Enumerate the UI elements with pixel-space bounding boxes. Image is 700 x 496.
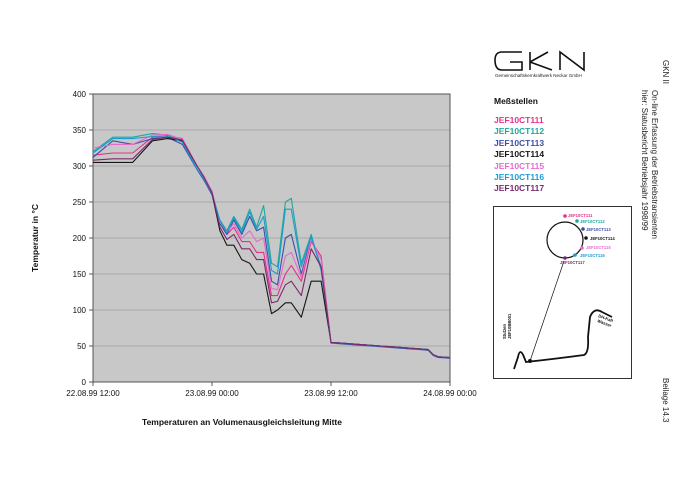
side-title-line2: On-line Erfassung der Betriebstransiente… — [650, 90, 659, 239]
schematic-sensor-label: JEF10CT114 — [590, 236, 615, 241]
schematic-sensor-label: JEF10CT115 — [586, 245, 611, 250]
y-axis-title: Temperatur in °C — [30, 204, 40, 272]
y-tick-label: 100 — [73, 306, 87, 315]
legend-title: Meßstellen — [494, 96, 538, 106]
schematic-sensor-dot — [584, 236, 588, 240]
schematic-sensor-dot — [573, 253, 577, 257]
schematic-sensor-dot — [563, 256, 567, 260]
x-tick-label: 23.08.99 00:00 — [185, 389, 239, 398]
legend-item-jef10ct112: JEF10CT112 — [494, 126, 545, 137]
schematic-sensor-label: JEF10CT117 — [560, 260, 585, 265]
schematic-sensor-dot — [563, 214, 567, 218]
schematic-sensor-label: JEF10CT113 — [586, 227, 611, 232]
side-title-gkn: GKN II — [661, 60, 670, 85]
x-tick-label: 24.08.99 00:00 — [423, 389, 477, 398]
y-tick-label: 300 — [73, 162, 87, 171]
y-tick-label: 150 — [73, 270, 87, 279]
schematic-label-nozzle: JEF10BB001 — [507, 313, 512, 339]
schematic-sensor-dot — [580, 246, 584, 250]
x-tick-label: 22.08.99 12:00 — [66, 389, 120, 398]
legend: Meßstellen JEF10CT111 JEF10CT112 JEF10CT11… — [494, 96, 544, 195]
legend-item-jef10ct116: JEF10CT116 — [494, 172, 545, 183]
series-line-jef10ct117 — [92, 136, 451, 359]
y-tick-label: 50 — [77, 342, 86, 351]
legend-item-jef10ct114: JEF10CT114 — [494, 149, 545, 160]
schematic-label-right-1: DH-Kalt — [598, 313, 615, 323]
pipe-schematic: Stutzen JEF10BB001 DH-Kalt Wasser JEF10C… — [493, 206, 632, 379]
x-axis-title: Temperaturen an Volumenausgleichsleitung… — [142, 417, 342, 427]
legend-items: JEF10CT111 JEF10CT112 JEF10CT113 JEF10CT114… — [494, 115, 544, 195]
schematic-sensor-dot — [581, 227, 585, 231]
side-appendix: Beilage 14.3 — [661, 378, 670, 423]
schematic-sensor-label: JEF10CT112 — [580, 219, 605, 224]
schematic-sensor-label: JEF10CT116 — [580, 253, 605, 258]
x-tick-label: 23.08.99 12:00 — [304, 389, 358, 398]
y-tick-label: 250 — [73, 198, 87, 207]
y-tick-label: 400 — [73, 90, 87, 99]
y-tick-label: 350 — [73, 126, 87, 135]
y-tick-label: 200 — [73, 234, 87, 243]
y-tick-label: 0 — [82, 378, 87, 387]
legend-item-jef10ct113: JEF10CT113 — [494, 137, 545, 148]
schematic-label-right-2: Wasser — [597, 318, 613, 328]
schematic-sensor-label: JEF10CT111 — [568, 213, 593, 218]
schematic-label-stutzen: Stutzen — [502, 323, 507, 339]
schematic-sensor-dot — [575, 219, 579, 223]
legend-item-jef10ct111: JEF10CT111 — [494, 115, 544, 125]
legend-item-jef10ct117: JEF10CT117 — [494, 183, 545, 194]
logo-subtitle: Gemeinschaftskernkraftwerk Neckar GmbH — [495, 73, 582, 78]
legend-item-jef10ct115: JEF10CT115 — [494, 160, 545, 171]
side-title-line3: hier: Statusbericht Betriebsjahr 1998/99 — [640, 90, 649, 231]
gkn-logo — [494, 50, 585, 72]
